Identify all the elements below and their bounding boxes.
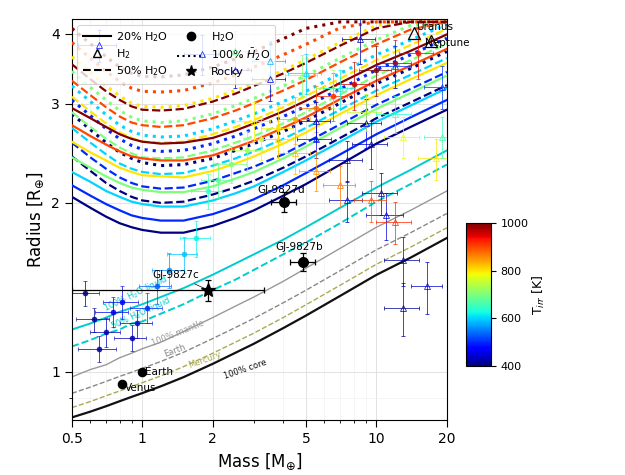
Text: 100% mantle: 100% mantle (150, 318, 206, 348)
Text: Venus: Venus (124, 383, 156, 393)
Text: Earth: Earth (162, 343, 187, 360)
Text: 50% H$_2$O liquid: 50% H$_2$O liquid (109, 294, 174, 332)
Y-axis label: T$_{irr}$ [K]: T$_{irr}$ [K] (531, 274, 548, 315)
X-axis label: Mass [M$_{\oplus}$]: Mass [M$_{\oplus}$] (217, 452, 302, 472)
Text: Mercury: Mercury (187, 349, 222, 370)
Y-axis label: Radius [R$_{\oplus}$]: Radius [R$_{\oplus}$] (26, 171, 46, 268)
Text: GJ-9827b: GJ-9827b (276, 242, 323, 259)
Text: GJ-9827d: GJ-9827d (258, 185, 305, 202)
Text: 100% core: 100% core (222, 358, 268, 380)
Text: Uranus: Uranus (416, 21, 453, 31)
Text: 100% H$_2$O liquid: 100% H$_2$O liquid (102, 272, 171, 314)
Text: Neptune: Neptune (426, 38, 470, 48)
Text: GJ-9827c: GJ-9827c (152, 270, 205, 289)
Legend: 20% H$_2$O, H$_2$, 50% H$_2$O, H$_2$O, 100% $\bar{H}_2$O, Rocky: 20% H$_2$O, H$_2$, 50% H$_2$O, H$_2$O, 1… (78, 25, 276, 84)
Text: Earth: Earth (146, 367, 173, 377)
